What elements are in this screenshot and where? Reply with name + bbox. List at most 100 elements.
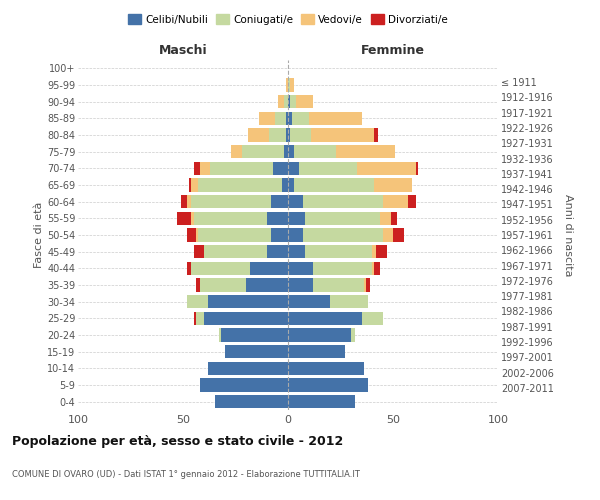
Bar	[288, 195, 303, 208]
Bar	[250, 262, 288, 275]
Bar	[196, 278, 200, 291]
Bar	[269, 128, 286, 141]
Bar	[218, 328, 221, 342]
Bar	[267, 212, 288, 225]
Bar	[193, 245, 204, 258]
Bar	[366, 278, 370, 291]
Bar	[187, 262, 191, 275]
Bar	[267, 245, 288, 258]
Bar	[295, 178, 374, 192]
Bar	[292, 112, 309, 125]
Bar	[274, 162, 288, 175]
Bar	[303, 228, 383, 241]
Text: Popolazione per età, sesso e stato civile - 2012: Popolazione per età, sesso e stato civil…	[12, 435, 343, 448]
Bar	[193, 162, 200, 175]
Bar	[372, 262, 374, 275]
Bar	[187, 228, 196, 241]
Bar	[259, 112, 275, 125]
Text: Maschi: Maschi	[158, 44, 208, 57]
Bar	[200, 378, 288, 392]
Bar	[208, 295, 288, 308]
Bar	[286, 112, 288, 125]
Bar	[275, 112, 286, 125]
Bar	[337, 145, 395, 158]
Y-axis label: Fasce di età: Fasce di età	[34, 202, 44, 268]
Y-axis label: Anni di nascita: Anni di nascita	[563, 194, 573, 276]
Bar	[221, 328, 288, 342]
Bar	[288, 345, 345, 358]
Bar	[196, 312, 204, 325]
Bar	[211, 162, 274, 175]
Legend: Celibi/Nubili, Coniugati/e, Vedovi/e, Divorziati/e: Celibi/Nubili, Coniugati/e, Vedovi/e, Di…	[124, 10, 452, 29]
Bar	[176, 212, 191, 225]
Bar	[288, 295, 330, 308]
Bar	[200, 278, 246, 291]
Bar	[288, 145, 295, 158]
Bar	[358, 162, 416, 175]
Bar	[198, 228, 271, 241]
Bar	[374, 262, 380, 275]
Bar	[288, 228, 303, 241]
Text: Femmine: Femmine	[361, 44, 425, 57]
Bar	[191, 195, 271, 208]
Bar	[288, 95, 290, 108]
Bar	[351, 328, 355, 342]
Bar	[408, 195, 416, 208]
Bar	[416, 162, 418, 175]
Bar	[288, 378, 368, 392]
Bar	[191, 178, 198, 192]
Bar	[286, 128, 288, 141]
Bar	[288, 212, 305, 225]
Bar	[290, 128, 311, 141]
Bar	[380, 212, 391, 225]
Bar	[288, 162, 299, 175]
Bar	[271, 195, 288, 208]
Bar	[191, 262, 250, 275]
Bar	[187, 295, 208, 308]
Bar	[288, 128, 290, 141]
Bar	[299, 162, 358, 175]
Bar	[232, 145, 242, 158]
Bar	[290, 95, 296, 108]
Bar	[242, 145, 284, 158]
Bar	[288, 312, 361, 325]
Bar	[282, 178, 288, 192]
Bar	[181, 195, 187, 208]
Bar	[313, 262, 372, 275]
Bar	[204, 245, 267, 258]
Bar	[193, 212, 267, 225]
Bar	[383, 228, 393, 241]
Bar	[248, 128, 269, 141]
Bar	[197, 178, 282, 192]
Bar	[372, 245, 376, 258]
Bar	[208, 362, 288, 375]
Bar	[271, 228, 288, 241]
Bar	[288, 78, 290, 92]
Bar	[391, 212, 397, 225]
Bar	[200, 162, 210, 175]
Bar	[288, 178, 295, 192]
Bar	[246, 278, 288, 291]
Bar	[193, 312, 196, 325]
Bar	[190, 178, 191, 192]
Bar	[286, 78, 288, 92]
Bar	[305, 212, 380, 225]
Bar	[313, 278, 364, 291]
Bar	[288, 328, 351, 342]
Bar	[374, 128, 379, 141]
Bar	[309, 112, 361, 125]
Bar	[364, 278, 366, 291]
Bar	[376, 245, 387, 258]
Bar	[288, 362, 364, 375]
Bar	[303, 195, 383, 208]
Bar	[288, 278, 313, 291]
Bar	[204, 312, 288, 325]
Bar	[311, 128, 374, 141]
Bar	[196, 228, 198, 241]
Bar	[284, 95, 288, 108]
Bar	[191, 212, 193, 225]
Bar	[288, 395, 355, 408]
Bar	[187, 195, 191, 208]
Bar	[215, 395, 288, 408]
Text: COMUNE DI OVARO (UD) - Dati ISTAT 1° gennaio 2012 - Elaborazione TUTTITALIA.IT: COMUNE DI OVARO (UD) - Dati ISTAT 1° gen…	[12, 470, 360, 479]
